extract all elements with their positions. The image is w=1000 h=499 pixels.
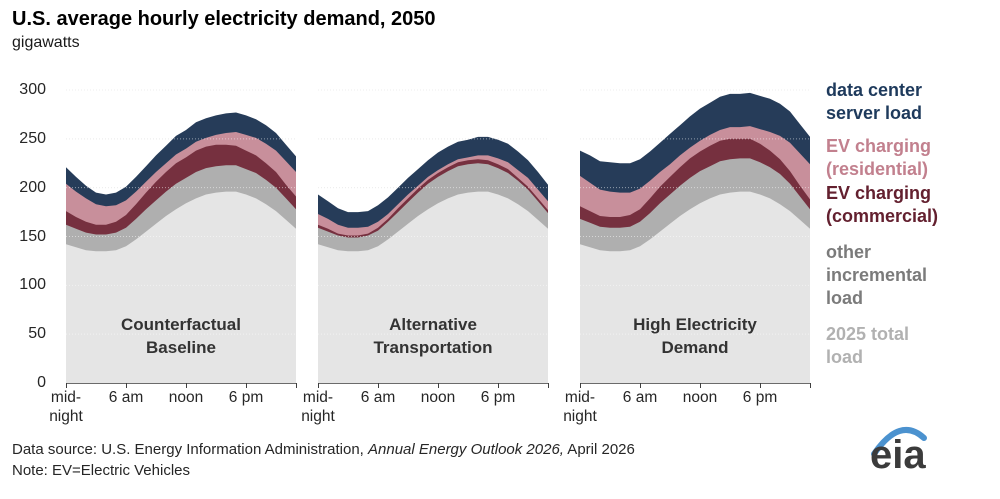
x-tick-label: mid- night bbox=[301, 389, 335, 425]
eia-logo: eia bbox=[870, 427, 927, 477]
legend-item-total_2025: 2025 total load bbox=[826, 324, 910, 367]
chart-legend: data center server load EV charging (resi… bbox=[826, 79, 1000, 369]
y-tick-label: 0 bbox=[37, 374, 46, 391]
x-tick-label: noon bbox=[420, 389, 456, 406]
x-tick-label: 6 am bbox=[360, 389, 396, 406]
panel-label-3: High Electricity Demand bbox=[633, 315, 757, 357]
x-tick-label: 6 pm bbox=[228, 389, 264, 406]
x-tick-label: 6 pm bbox=[742, 389, 778, 406]
y-tick-label: 100 bbox=[19, 276, 46, 294]
data-source-suffix: April 2026 bbox=[563, 441, 635, 458]
x-tick-label: noon bbox=[682, 389, 718, 406]
ev-note: Note: EV=Electric Vehicles bbox=[12, 462, 191, 479]
x-tick-label: mid- night bbox=[563, 389, 597, 425]
legend-item-other_incremental: other incremental load bbox=[826, 242, 928, 308]
y-tick-label: 250 bbox=[19, 129, 46, 147]
x-tick-label: 6 pm bbox=[480, 389, 516, 406]
chart-units-label: gigawatts bbox=[12, 34, 80, 51]
y-tick-label: 150 bbox=[19, 227, 46, 245]
panel-label-2: Alternative Transportation bbox=[373, 315, 493, 357]
panel-label-1: Counterfactual Baseline bbox=[121, 315, 241, 357]
legend-item-ev_commercial: EV charging (commercial) bbox=[826, 183, 939, 226]
legend-item-ev_residential: EV charging (residential) bbox=[826, 136, 932, 179]
page-title: U.S. average hourly electricity demand, … bbox=[12, 8, 436, 30]
data-source-publication: Annual Energy Outlook 2026, bbox=[368, 441, 564, 458]
x-tick-label: 6 am bbox=[108, 389, 144, 406]
x-tick-label: mid- night bbox=[49, 389, 83, 425]
y-tick-label: 300 bbox=[19, 81, 46, 98]
data-source-prefix: Data source: U.S. Energy Information Adm… bbox=[12, 441, 368, 458]
x-tick-label: 6 am bbox=[622, 389, 658, 406]
data-source-note: Data source: U.S. Energy Information Adm… bbox=[12, 441, 635, 458]
area-total_2025 bbox=[580, 191, 810, 383]
legend-item-data_center: data center server load bbox=[826, 80, 923, 123]
eia-logo-text: eia bbox=[870, 433, 926, 477]
y-tick-label: 200 bbox=[19, 178, 46, 196]
area-total_2025 bbox=[66, 191, 296, 383]
x-tick-label: noon bbox=[168, 389, 204, 406]
y-tick-label: 50 bbox=[28, 325, 46, 343]
area-total_2025 bbox=[318, 191, 548, 383]
eia-logo-swoosh-icon bbox=[871, 427, 927, 457]
